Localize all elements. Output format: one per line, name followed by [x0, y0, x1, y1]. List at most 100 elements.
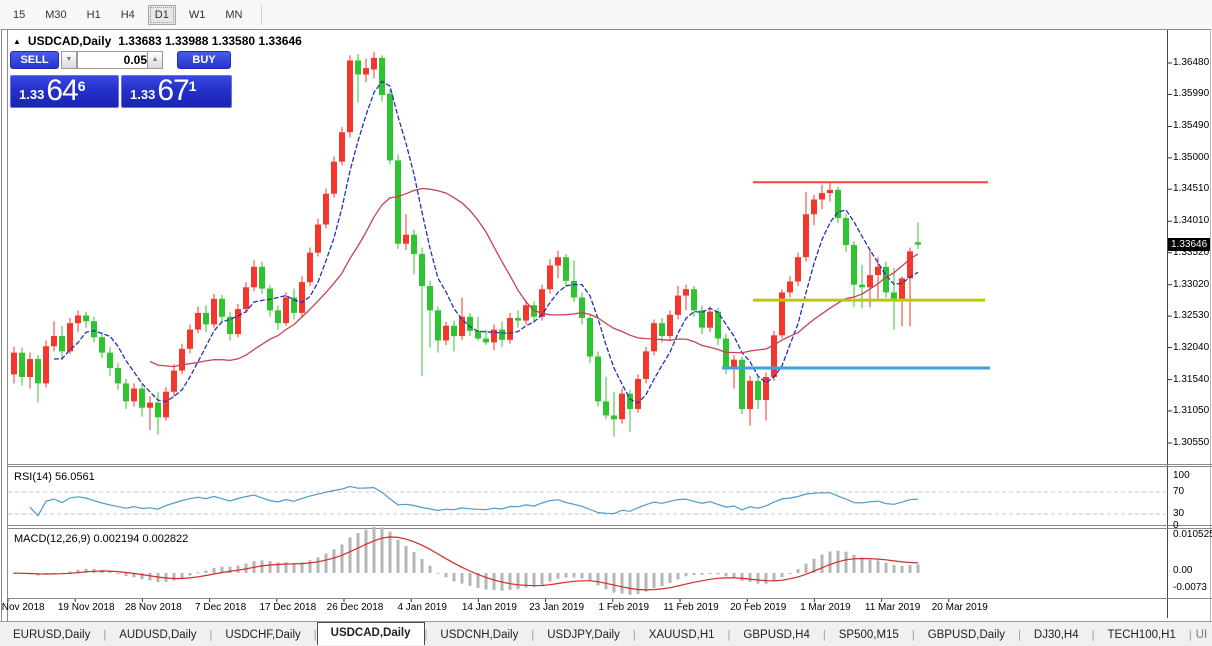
macd-histogram-bar [572, 573, 576, 578]
tab-separator: | [103, 628, 107, 641]
price-axis-label: 1.34010 [1173, 215, 1210, 226]
buy-price-pip: 1 [188, 78, 197, 94]
macd-histogram-bar [532, 573, 536, 587]
timeframe-button-d1[interactable]: D1 [147, 4, 176, 25]
chart-tab-gbpusd-h4[interactable]: GBPUSD,H4 [743, 628, 810, 641]
macd-histogram-bar [860, 557, 864, 573]
macd-histogram-bar [380, 527, 384, 573]
macd-histogram-bar [44, 573, 48, 575]
tab-separator: | [424, 628, 428, 641]
macd-histogram-bar [516, 573, 520, 590]
volume-input[interactable] [77, 51, 152, 69]
macd-histogram-bar [452, 573, 456, 582]
macd-histogram-bar [444, 573, 448, 578]
macd-splitter-bottom[interactable] [8, 528, 1212, 529]
macd-histogram-bar [612, 573, 616, 593]
rsi-label: RSI(14) 56.0561 [14, 471, 95, 483]
macd-histogram-bar [732, 573, 736, 578]
rsi-axis-label: 0 [1173, 520, 1179, 531]
rsi-axis-label: 70 [1173, 486, 1185, 497]
macd-histogram-bar [644, 573, 648, 592]
macd-histogram-bar [460, 573, 464, 584]
tab-separator: | [1188, 628, 1192, 641]
macd-histogram-bar [764, 573, 768, 584]
macd-histogram-bar [172, 573, 176, 581]
volume-decrease-icon[interactable]: ▼ [61, 51, 77, 69]
macd-histogram-bar [828, 551, 832, 573]
macd-histogram-bar [116, 573, 120, 574]
macd-histogram-bar [484, 573, 488, 590]
rsi-axis-label: 30 [1173, 508, 1185, 519]
timeframe-button-m30[interactable]: M30 [45, 8, 67, 21]
date-axis-label: 1 Feb 2019 [598, 602, 650, 613]
macd-histogram-bar [820, 554, 824, 573]
buy-price-big: 67 [157, 74, 189, 107]
macd-histogram-bar [628, 573, 632, 595]
volume-increase-icon[interactable]: ▲ [147, 51, 163, 69]
price-axis-label: 1.32530 [1173, 310, 1210, 321]
buy-button[interactable]: BUY [177, 51, 231, 69]
chart-tab-gbpusd-daily[interactable]: GBPUSD,Daily [927, 628, 1006, 641]
macd-histogram-bar [652, 573, 656, 589]
chart-tab-tech100-h1[interactable]: TECH100,H1 [1107, 628, 1176, 641]
macd-histogram-bar [668, 573, 672, 583]
timeframe-button-h4[interactable]: H4 [120, 8, 135, 21]
buy-price-prefix: 1.33 [130, 87, 156, 102]
chart-tab-usdchf-daily[interactable]: USDCHF,Daily [225, 628, 301, 641]
macd-histogram-bar [356, 533, 360, 573]
macd-histogram-bar [684, 573, 688, 577]
macd-histogram-bar [348, 537, 352, 573]
macd-histogram-bar [164, 573, 168, 582]
price-axis-label: 1.33020 [1173, 279, 1210, 290]
buy-quote-button[interactable]: 1.33 67 1 [121, 75, 232, 108]
macd-histogram-bar [556, 573, 560, 579]
rsi-splitter-top[interactable] [8, 464, 1212, 465]
chart-tab-dj30-h4[interactable]: DJ30,H4 [1033, 628, 1079, 641]
macd-histogram-bar [404, 546, 408, 573]
macd-histogram-bar [588, 573, 592, 582]
macd-histogram-bar [476, 573, 480, 588]
timeframe-button-w1[interactable]: W1 [188, 8, 206, 21]
chart-tab-xauusd-h1[interactable]: XAUUSD,H1 [648, 628, 715, 641]
macd-histogram-bar [748, 573, 752, 582]
macd-histogram-bar [524, 573, 528, 588]
macd-histogram-bar [468, 573, 472, 586]
macd-histogram-bar [916, 564, 920, 573]
chart-tab-sp500-m15[interactable]: SP500,M15 [838, 628, 899, 641]
macd-histogram-bar [36, 573, 40, 576]
chart-tab-partial[interactable]: UI [1195, 628, 1208, 641]
timeframe-button-15[interactable]: 15 [13, 8, 26, 21]
chart-tab-usdcad-daily[interactable]: USDCAD,Daily [316, 622, 425, 645]
macd-histogram-bar [204, 570, 208, 573]
macd-histogram-bar [436, 572, 440, 574]
chart-tab-bar: EURUSD,Daily | AUDUSD,Daily | USDCHF,Daily | U… [0, 621, 1212, 646]
macd-histogram-bar [236, 565, 240, 573]
chart-tab-eurusd-daily[interactable]: EURUSD,Daily [13, 628, 91, 641]
macd-splitter-top[interactable] [8, 525, 1212, 526]
macd-histogram-bar [268, 561, 272, 573]
panel-collapse-icon[interactable]: ▲ [13, 36, 21, 46]
macd-histogram-bar [220, 566, 224, 573]
chart-top-border [1, 29, 1211, 30]
tab-separator: | [822, 628, 826, 641]
rsi-splitter-bottom[interactable] [8, 466, 1212, 467]
sell-button[interactable]: SELL [10, 51, 59, 69]
macd-histogram-bar [140, 573, 144, 580]
macd-histogram-bar [108, 571, 112, 573]
chart-tab-usdcnh-daily[interactable]: USDCNH,Daily [440, 628, 519, 641]
date-axis-label: 20 Feb 2019 [730, 602, 787, 613]
macd-histogram-bar [396, 539, 400, 573]
chart-tab-audusd-daily[interactable]: AUDUSD,Daily [119, 628, 197, 641]
timeframe-button-mn[interactable]: MN [225, 8, 243, 21]
sell-quote-button[interactable]: 1.33 64 6 [10, 75, 119, 108]
macd-histogram-bar [564, 573, 568, 578]
macd-histogram-bar [92, 568, 96, 573]
macd-histogram-bar [100, 569, 104, 573]
price-axis-border [1167, 30, 1168, 618]
macd-histogram-bar [364, 529, 368, 573]
tab-separator: | [1018, 628, 1021, 641]
macd-histogram-bar [852, 554, 856, 573]
chart-tab-usdjpy-daily[interactable]: USDJPY,Daily [547, 628, 620, 641]
timeframe-button-h1[interactable]: H1 [86, 8, 101, 21]
chart-header: ▲ USDCAD,Daily 1.33683 1.33988 1.33580 1… [13, 34, 302, 48]
